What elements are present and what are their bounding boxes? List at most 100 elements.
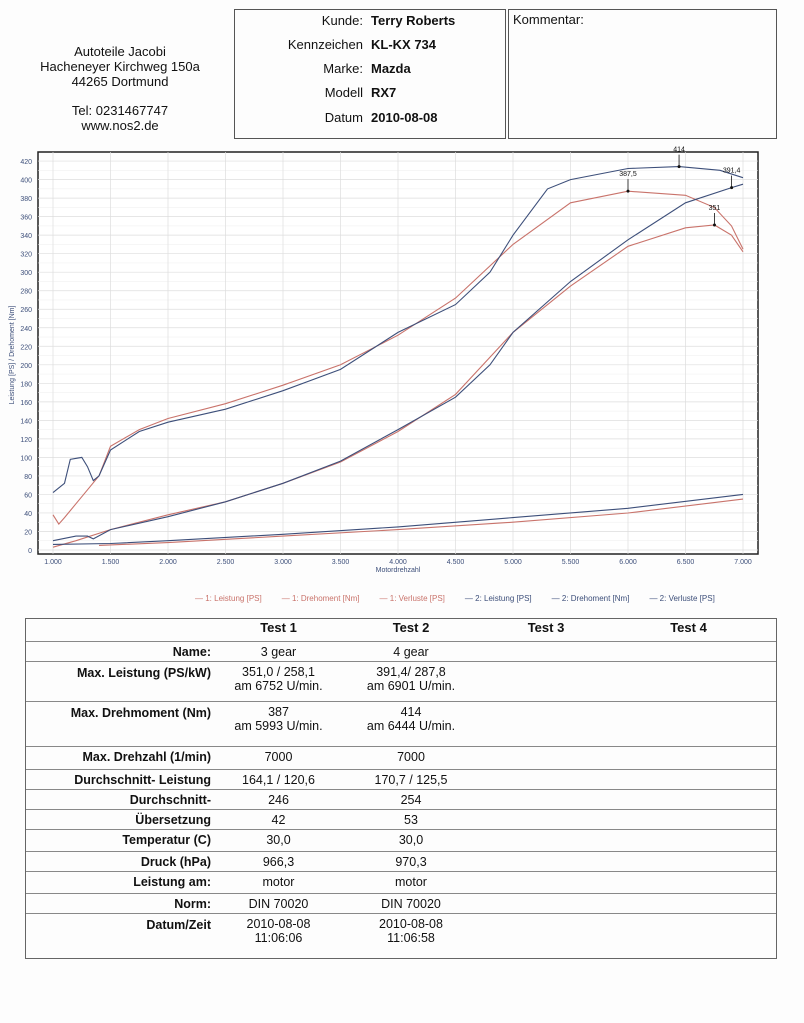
legend-item: — 2: Drehoment [Nm] [551,594,630,603]
cell-line: 164,1 / 120,6 [242,773,315,787]
row-label: Max. Leistung (PS/kW) [76,666,211,680]
company-street: Hacheneyer Kirchweg 150a [40,59,200,74]
annotation-point [677,165,681,169]
cell-t1: 966,3 [211,855,346,869]
customer-value: Mazda [371,61,411,76]
cell-t2: motor [346,875,476,889]
y-tick-label: 300 [20,270,32,277]
table-row: Norm: DIN 70020 DIN 70020 [26,893,776,914]
cell-t1: DIN 70020 [211,897,346,911]
cell-t2: 4 gear [346,645,476,659]
table-header: Test 1 Test 2 Test 3 Test 4 [26,621,776,641]
cell-line: 42 [271,813,286,827]
table-row: Max. Drehzahl (1/min) 7000 7000 [26,746,776,770]
legend-item: — 1: Drehoment [Nm] [281,594,360,603]
comment-label: Kommentar: [513,12,584,27]
cell-t1: 246 [211,793,346,807]
cell-line: DIN 70020 [381,897,441,911]
cell-t1: 164,1 / 120,6 [211,773,346,787]
results-table: Test 1 Test 2 Test 3 Test 4 Name: 3 gear 4 gea… [25,618,777,959]
column-header: Test 4 [670,620,707,635]
cell-line: 7000 [264,750,293,764]
y-tick-label: 420 [20,159,32,166]
series-line-2 [52,190,744,526]
customer-row: Modell RX7 [235,85,505,105]
y-tick-label: 220 [20,344,32,351]
column-header: Test 3 [527,620,565,635]
cell-t2: DIN 70020 [346,897,476,911]
cell-t1: 351,0 / 258,1 am 6752 U/min. [211,665,346,693]
y-tick-label: 400 [20,178,32,185]
customer-row: Kennzeichen KL-KX 734 [235,37,505,57]
row-label: Datum/Zeit [146,918,211,932]
cell-line: motor [262,875,295,889]
table-row: Temperatur (C) 30,0 30,0 [26,829,776,852]
cell-line: 3 gear [260,645,297,659]
y-tick-label: 240 [20,326,32,333]
cell-t2: 254 [346,793,476,807]
y-tick-label: 380 [20,196,32,203]
table-row: Druck (hPa) 966,3 970,3 [26,851,776,872]
customer-value: 2010-08-08 [371,110,438,125]
legend-label: 2: Drehoment [Nm] [561,594,630,603]
cell-t2: 7000 [346,750,476,764]
x-tick-label: 5.000 [504,559,522,566]
customer-value: Terry Roberts [371,13,456,28]
customer-box: Kunde: Terry Roberts Kennzeichen KL-KX 734 M… [234,9,506,139]
row-label: Norm: [174,897,211,911]
cell-t1: 387 am 5993 U/min. [211,705,346,733]
y-tick-label: 0 [28,548,32,555]
cell-t2: 53 [346,813,476,827]
annotation-label: 414 [673,147,685,154]
company-web: www.nos2.de [81,118,159,133]
customer-label: Kunde: [321,13,363,28]
cell-line: 53 [404,813,418,827]
cell-line: 970,3 [395,855,427,869]
cell-line: 30,0 [266,833,291,847]
row-label: Durchschnitt- Leistung [74,773,211,787]
table-row: Datum/Zeit 2010-08-08 11:06:06 2010-08-08 11… [26,913,776,959]
cell-line: DIN 70020 [248,897,309,911]
annotation-label: 391,4 [723,168,741,175]
customer-row: Datum 2010-08-08 [235,110,505,130]
cell-t2: 970,3 [346,855,476,869]
legend-item: — 2: Verluste [PS] [649,594,715,603]
cell-t2: 414 am 6444 U/min. [346,705,476,733]
x-tick-label: 1.000 [44,559,62,566]
cell-line: 246 [268,793,289,807]
row-label: Durchschnitt- [129,793,211,807]
cell-t1: 3 gear [211,645,346,659]
y-tick-label: 100 [20,455,32,462]
y-tick-label: 140 [20,418,32,425]
row-label: Max. Drehzahl (1/min) [82,750,212,764]
x-tick-label: 7.000 [734,559,752,566]
customer-label: Modell [324,85,363,100]
legend-label: 1: Verluste [PS] [389,594,445,603]
y-tick-label: 320 [20,252,32,259]
chart-legend: — 1: Leistung [PS] — 1: Drehoment [Nm] — 1… [195,594,735,603]
comment-box: Kommentar: [508,9,777,139]
cell-t2: 170,7 / 125,5 [346,773,476,787]
company-tel: Tel: 0231467747 [71,103,169,118]
x-tick-label: 4.500 [447,559,465,566]
x-tick-label: 4.000 [389,559,407,566]
cell-line: 4 gear [393,645,429,659]
x-tick-label: 2.000 [159,559,177,566]
annotation-point [730,186,734,190]
cell-t2: 30,0 [346,833,476,847]
series-line-6 [52,493,744,545]
legend-label: 2: Leistung [PS] [475,594,532,603]
cell-line: 387 [268,705,289,719]
x-tick-label: 1.500 [102,559,120,566]
x-tick-label: 5.500 [562,559,580,566]
cell-line: 414 [400,705,422,719]
x-axis-label: Motordrehzahl [376,567,421,574]
x-tick-label: 2.500 [217,559,235,566]
y-tick-label: 260 [20,307,32,314]
legend-item: — 1: Verluste [PS] [379,594,445,603]
cell-line: 391,4/ 287,8 [376,665,446,679]
x-tick-label: 6.000 [619,559,637,566]
customer-label: Marke: [323,61,363,76]
column-header: Test 2 [392,620,430,635]
cell-line: 11:06:06 [254,931,303,945]
